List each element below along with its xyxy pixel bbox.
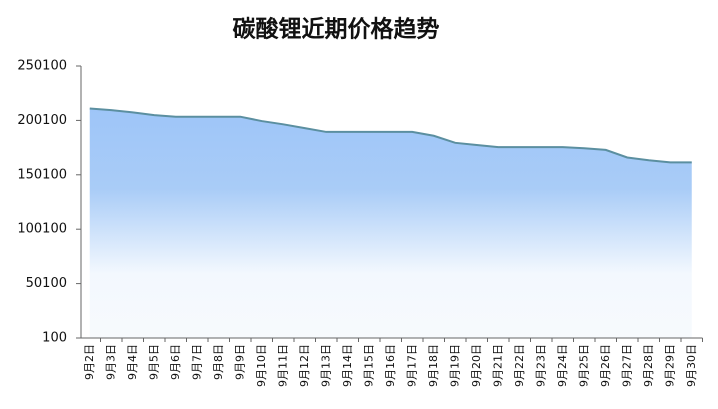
y-tick-label: 50100 [26,276,67,291]
x-tick-label: 9月2日 [83,344,96,380]
area [89,108,692,338]
x-tick-label: 9月18日 [427,344,440,387]
x-tick-label: 9月12日 [298,344,311,387]
x-tick-label: 9月27日 [620,344,633,387]
x-tick-label: 9月15日 [362,344,375,387]
x-tick-label: 9月25日 [577,344,590,387]
line [89,107,692,164]
x-tick-label: 9月16日 [384,344,397,387]
x-tick-label: 9月9日 [233,344,246,380]
x-tick-label: 9月11日 [276,344,289,387]
x-tick-label: 9月28日 [642,344,655,387]
x-tick-label: 9月5日 [147,344,160,380]
y-tick-label: 200100 [17,113,67,128]
x-tick-label: 9月17日 [405,344,418,387]
chart-title: 碳酸锂近期价格趋势 [233,16,440,43]
x-tick-label: 9月3日 [104,344,117,380]
x-tick-label: 9月26日 [599,344,612,387]
x-tick-label: 9月24日 [556,344,569,387]
x-tick-label: 9月23日 [534,344,547,387]
x-tick-label: 9月21日 [491,344,504,387]
x-tick-label: 9月8日 [212,344,225,380]
x-tick-label: 9月14日 [341,344,354,387]
x-tick-label: 9月4日 [126,344,139,380]
x-tick-label: 9月10日 [255,344,268,387]
y-tick-label: 250100 [17,59,67,74]
x-tick-label: 9月29日 [663,344,676,387]
y-tick-label: 150100 [17,167,67,182]
y-tick-label: 100 [42,331,67,346]
x-tick-label: 9月30日 [685,344,698,387]
x-tick-label: 9月13日 [319,344,332,387]
x-tick-label: 9月19日 [448,344,461,387]
x-tick-label: 9月22日 [513,344,526,387]
x-tick-label: 9月7日 [190,344,203,380]
x-tick-label: 9月6日 [169,344,182,380]
y-tick-label: 100100 [17,222,67,237]
x-tick-label: 9月20日 [470,344,483,387]
